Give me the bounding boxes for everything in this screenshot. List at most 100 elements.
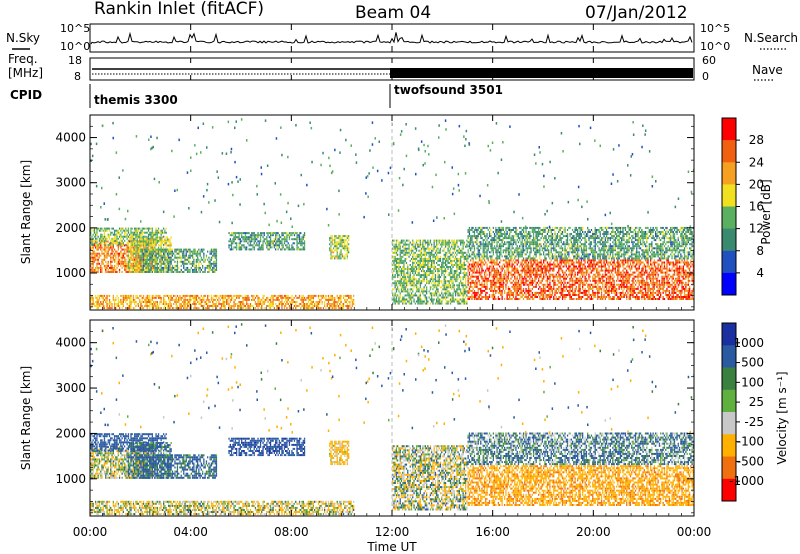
power-cell (403, 272, 405, 275)
power-cell (234, 246, 236, 249)
power-cell (393, 276, 395, 279)
power-cell (227, 301, 229, 303)
power-cell (460, 255, 462, 258)
power-cell (419, 239, 421, 242)
power-cell (273, 298, 275, 301)
power-cell (257, 234, 259, 237)
power-cell (434, 282, 437, 285)
power-cell (165, 266, 167, 269)
power-cell (130, 271, 132, 273)
power-cell (156, 264, 158, 267)
power-cell (101, 271, 103, 273)
power-cell (137, 256, 140, 259)
power-cell (409, 264, 411, 266)
power-cell (340, 245, 342, 248)
power-cell (239, 248, 241, 251)
power-cell (512, 279, 515, 282)
power-cell (456, 243, 458, 246)
power-cell (457, 284, 459, 287)
power-cell (165, 258, 167, 261)
power-cell (409, 282, 411, 285)
power-cell (400, 286, 403, 289)
power-cell (342, 239, 345, 242)
power-cell (184, 248, 186, 251)
power-cell (144, 227, 146, 230)
power-cell (492, 267, 494, 270)
power-cell (410, 249, 413, 252)
power-cell (166, 238, 169, 241)
power-cell (332, 303, 335, 305)
power-cell (470, 259, 472, 262)
power-cell (511, 267, 513, 270)
power-cell (443, 278, 445, 281)
power-cell (431, 253, 433, 256)
power-cell (408, 302, 410, 305)
power-cell (472, 271, 474, 274)
power-cell (106, 256, 108, 259)
power-cell (471, 294, 473, 296)
power-cell (499, 291, 501, 294)
power-cell (95, 252, 97, 255)
power-cell (419, 266, 421, 268)
power-cell (131, 237, 133, 240)
power-cell (258, 298, 260, 301)
power-cell (112, 298, 114, 301)
power-cell (291, 294, 293, 297)
power-cell (218, 296, 220, 299)
power-cell (126, 235, 128, 238)
power-cell (404, 282, 406, 285)
power-cell (348, 296, 350, 299)
power-cell (170, 248, 172, 251)
power-cell (437, 259, 439, 262)
power-cell (159, 231, 161, 234)
power-cell (392, 288, 394, 291)
power-cell (330, 237, 332, 240)
power-cell (303, 236, 306, 239)
power-cell (415, 241, 418, 244)
power-cell (336, 303, 338, 305)
power-cell (142, 252, 145, 255)
power-cell (471, 273, 473, 276)
power-cell (107, 246, 109, 249)
power-cell (497, 296, 499, 298)
power-cell (302, 301, 304, 303)
power-cell (409, 253, 411, 256)
power-cell (173, 252, 175, 255)
power-cell (431, 298, 433, 301)
power-cell (420, 253, 423, 256)
power-cell (349, 303, 351, 305)
power-cell (146, 256, 148, 259)
power-cell (283, 307, 286, 310)
power-cell (266, 298, 268, 301)
power-cell (446, 288, 448, 291)
power-cell (451, 270, 453, 273)
power-cell (517, 289, 520, 292)
power-cell (413, 276, 415, 279)
power-cell (110, 268, 112, 271)
power-cell (121, 260, 123, 263)
power-cell (478, 273, 481, 276)
power-cell (208, 301, 210, 303)
power-cell (423, 264, 425, 266)
power-cell (131, 254, 133, 257)
power-cell (278, 294, 280, 297)
power-cell (399, 245, 401, 248)
power-cell (127, 260, 130, 263)
power-cell (111, 227, 113, 230)
power-cell (132, 256, 135, 259)
power-cell (139, 254, 141, 257)
power-cell (193, 252, 195, 255)
power-cell (342, 307, 345, 310)
power-cell (244, 238, 247, 241)
power-cell (329, 303, 331, 305)
power-cell (161, 256, 163, 259)
power-cell (351, 301, 353, 303)
power-cell (155, 229, 157, 232)
power-cell (334, 296, 336, 299)
power-cell (507, 267, 510, 270)
power-cell (228, 244, 230, 247)
power-cell (204, 303, 206, 305)
power-cell (169, 262, 171, 265)
power-cell (453, 290, 455, 293)
power-cell (107, 268, 109, 271)
